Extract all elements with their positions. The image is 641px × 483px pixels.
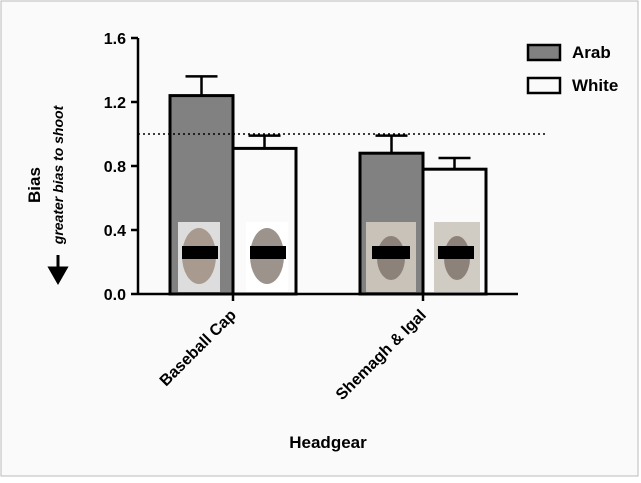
x-axis-title: Headgear	[289, 433, 367, 452]
y-axis-title: Bias	[25, 167, 44, 203]
frame	[1, 1, 638, 476]
y-tick-label: 0.8	[104, 159, 126, 176]
chart: Bias greater bias to shoot Headgear 0.0 0…	[0, 0, 641, 478]
legend-label: White	[572, 76, 618, 95]
y-axis-subtitle: greater bias to shoot	[50, 104, 66, 245]
y-tick-label: 1.2	[104, 95, 126, 112]
face-bar	[182, 246, 218, 259]
y-tick-label: 0.4	[104, 223, 126, 240]
face-bar	[250, 246, 286, 259]
face-bar	[372, 246, 410, 259]
y-tick-label: 0.0	[104, 287, 126, 304]
legend-swatch	[528, 45, 560, 60]
y-tick-label: 1.6	[104, 31, 126, 48]
face-bar	[438, 246, 474, 259]
legend-label: Arab	[572, 43, 611, 62]
legend-swatch	[528, 78, 560, 93]
